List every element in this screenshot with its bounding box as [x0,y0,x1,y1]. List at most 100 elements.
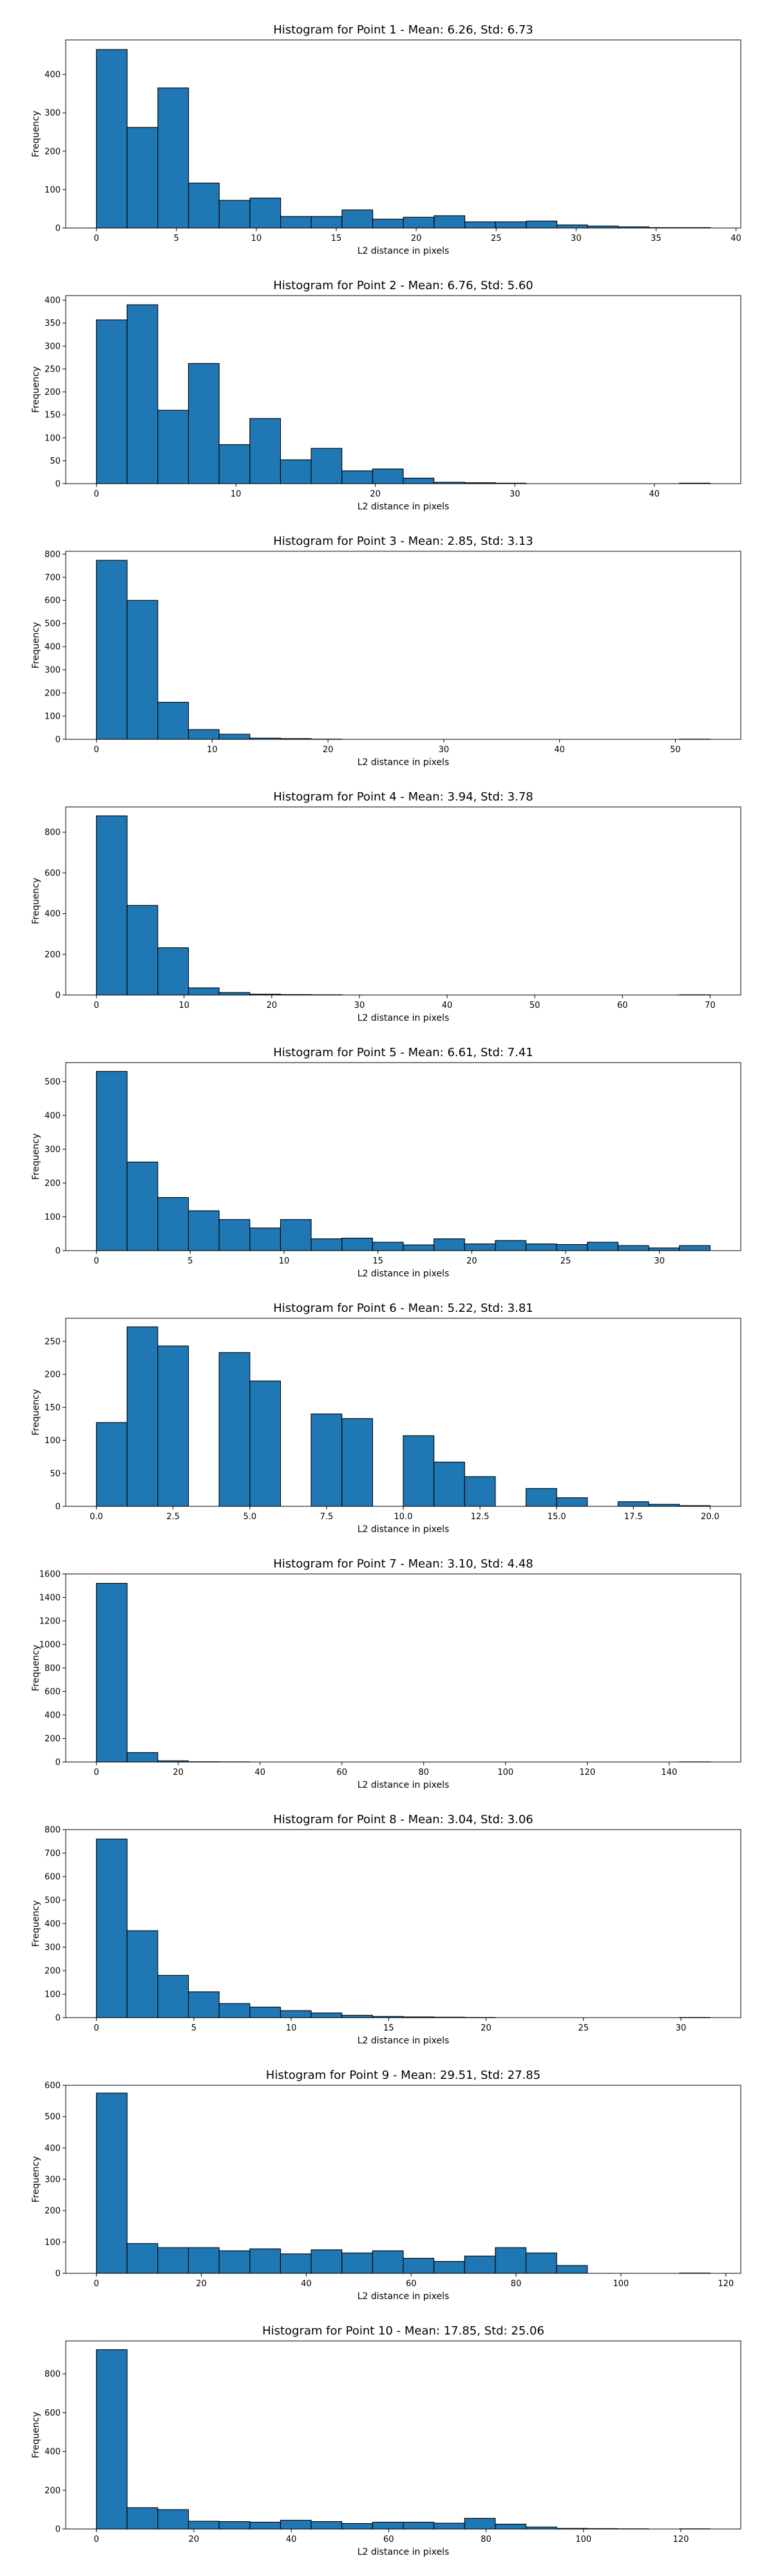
histogram-bar [280,2253,312,2274]
x-tick-label: 20 [323,745,334,755]
y-tick-label: 600 [44,1687,61,1697]
x-axis-label: L2 distance in pixels [358,2036,450,2046]
y-tick-label: 350 [44,319,61,328]
y-tick-label: 700 [44,573,61,583]
x-tick-label: 100 [497,1768,513,1777]
x-tick-label: 15 [383,2023,394,2033]
y-tick-label: 150 [44,1403,61,1413]
y-tick-label: 600 [44,596,61,606]
x-axis-label: L2 distance in pixels [358,1269,450,1279]
y-axis-label: Frequency [31,366,41,413]
x-tick-label: 20 [173,1768,184,1777]
x-tick-label: 120 [673,2535,689,2544]
x-axis-label: L2 distance in pixels [358,1013,450,1023]
histogram-bar [96,1839,128,2018]
x-tick-label: 20 [411,234,422,243]
histogram-bar [280,2010,312,2018]
y-tick-label: 300 [44,1943,61,1953]
histogram-bar [218,2250,251,2274]
histogram-bar [372,2250,404,2274]
histogram-bar [157,2247,189,2274]
x-tick-label: 5 [187,1256,193,1266]
x-tick-label: 100 [613,2279,629,2289]
x-tick-label: 0 [93,2279,99,2289]
histogram-bar [525,1488,557,1507]
histogram-panel-4: Histogram for Point 4 - Mean: 3.94, Std:… [31,790,741,1023]
y-tick-label: 50 [50,457,61,466]
histogram-bar [126,1326,158,1507]
histogram-bar [249,197,282,229]
histogram-bar [96,1583,128,1763]
histogram-panel-1: Histogram for Point 1 - Mean: 6.26, Std:… [31,23,741,256]
histogram-bar [157,1197,189,1251]
y-tick-label: 0 [55,991,61,1001]
histogram-bar [126,127,158,229]
histogram-bar [218,1219,251,1251]
histogram-bar [434,215,466,229]
y-tick-label: 0 [55,735,61,745]
histogram-panel-2: Histogram for Point 2 - Mean: 6.76, Std:… [31,279,741,512]
histogram-bar [495,2247,527,2274]
chart-title: Histogram for Point 8 - Mean: 3.04, Std:… [273,1813,533,1826]
x-tick-label: 140 [661,1768,677,1777]
y-axis-label: Frequency [31,1133,41,1180]
y-tick-label: 250 [44,365,61,374]
y-tick-label: 400 [44,296,61,306]
histogram-bar [434,1461,465,1507]
x-tick-label: 40 [442,1001,453,1010]
x-tick-label: 0 [94,234,99,243]
x-axis-label: L2 distance in pixels [358,502,450,512]
histogram-bar [126,1161,158,1251]
y-tick-label: 200 [44,2206,61,2216]
x-tick-label: 10 [279,1256,290,1266]
y-tick-label: 1600 [39,1570,61,1580]
plot-frame [65,2340,741,2530]
x-tick-label: 25 [491,234,502,243]
x-tick-label: 40 [254,1768,265,1777]
y-tick-label: 800 [44,1664,61,1674]
histogram-bar [187,2521,220,2530]
histogram-bar [310,216,343,229]
x-tick-label: 20 [370,489,381,499]
histogram-bar [526,220,558,229]
x-axis-label: L2 distance in pixels [358,757,450,768]
histogram-bar [403,2521,435,2530]
x-tick-label: 0 [93,1768,99,1777]
x-tick-label: 0.0 [90,1512,103,1522]
x-tick-label: 30 [354,1001,365,1010]
histogram-bar [556,224,588,229]
histogram-bar [341,1418,373,1507]
histogram-bar [249,1227,282,1251]
x-tick-label: 80 [481,2535,491,2544]
histogram-bar [96,815,128,996]
x-tick-label: 2.5 [166,1512,180,1522]
histogram-bar [126,2243,158,2274]
y-tick-label: 200 [44,2486,61,2496]
x-tick-label: 40 [730,234,741,243]
histogram-bar [280,1219,312,1251]
histogram-bar [587,1242,619,1251]
histogram-bar [679,1245,711,1251]
y-tick-label: 400 [44,909,61,919]
histogram-bar [218,734,251,740]
x-tick-label: 10 [251,234,262,243]
chart-title: Histogram for Point 4 - Mean: 3.94, Std:… [273,790,533,804]
y-tick-label: 400 [44,643,61,652]
y-tick-label: 200 [44,1734,61,1744]
histogram-panel-3: Histogram for Point 3 - Mean: 2.85, Std:… [31,535,741,768]
y-axis-label: Frequency [31,1389,41,1435]
histogram-bar [648,1247,680,1251]
histogram-bar [617,1245,649,1251]
chart-title: Histogram for Point 9 - Mean: 29.51, Std… [266,2069,540,2082]
histogram-bar [126,304,158,484]
x-tick-label: 35 [651,234,662,243]
y-axis-label: Frequency [31,111,41,157]
histogram-bar [464,2517,496,2530]
y-axis-label: Frequency [31,622,41,668]
chart-title: Histogram for Point 10 - Mean: 17.85, St… [262,2324,544,2338]
chart-title: Histogram for Point 5 - Mean: 6.61, Std:… [273,1046,533,1059]
x-tick-label: 80 [511,2279,522,2289]
histogram-bar [310,448,343,484]
histogram-bar [556,1244,588,1251]
